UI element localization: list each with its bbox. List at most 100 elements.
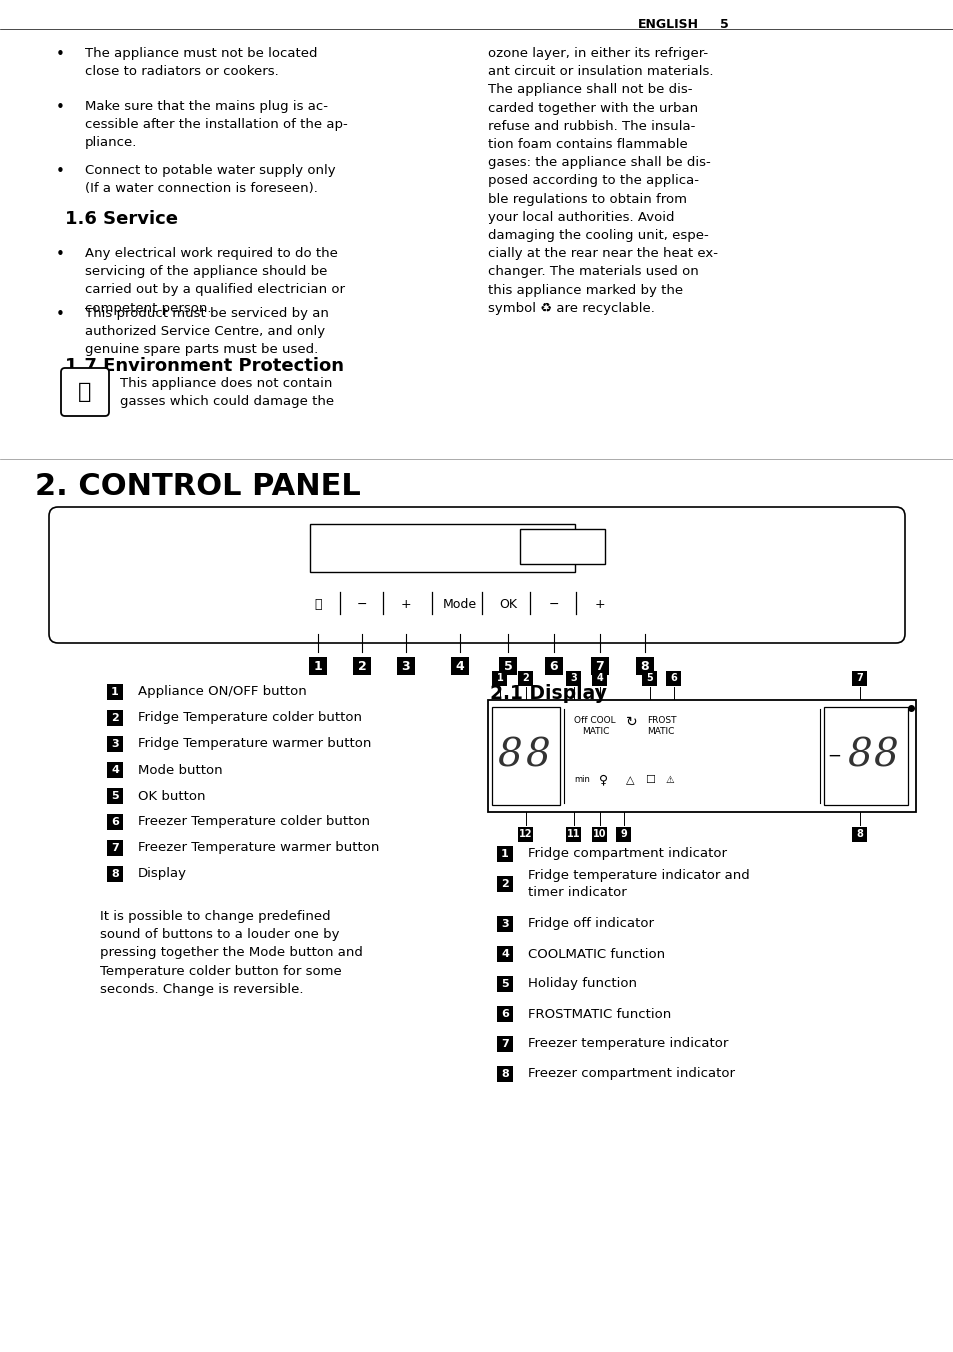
Text: −: −	[826, 748, 840, 765]
Text: OK button: OK button	[138, 790, 205, 803]
Text: 2: 2	[522, 673, 529, 683]
FancyBboxPatch shape	[497, 1036, 513, 1052]
FancyBboxPatch shape	[566, 826, 581, 841]
Text: Connect to potable water supply only
(If a water connection is foreseen).: Connect to potable water supply only (If…	[85, 164, 335, 195]
Bar	[519, 529, 604, 564]
Text: COOLMATIC function: COOLMATIC function	[527, 948, 664, 960]
Text: 1: 1	[314, 660, 322, 672]
FancyBboxPatch shape	[497, 946, 513, 963]
Text: 5: 5	[112, 791, 119, 800]
FancyBboxPatch shape	[396, 657, 415, 675]
Text: 2.1 Display: 2.1 Display	[490, 684, 606, 703]
FancyBboxPatch shape	[590, 657, 608, 675]
Text: ⚠: ⚠	[665, 775, 674, 786]
Text: •: •	[55, 307, 65, 322]
Text: Display: Display	[138, 868, 187, 880]
Bar	[310, 525, 575, 572]
Text: MATIC: MATIC	[646, 727, 674, 735]
Text: •: •	[55, 100, 65, 115]
Text: Freezer temperature indicator: Freezer temperature indicator	[527, 1037, 727, 1051]
Text: Off COOL: Off COOL	[574, 717, 615, 725]
FancyBboxPatch shape	[616, 826, 631, 841]
FancyBboxPatch shape	[451, 657, 469, 675]
Text: Fridge compartment indicator: Fridge compartment indicator	[527, 848, 726, 860]
Text: FROSTMATIC function: FROSTMATIC function	[527, 1007, 671, 1021]
Text: Mode: Mode	[442, 598, 476, 611]
Text: 8: 8	[500, 1069, 508, 1079]
Text: 3: 3	[401, 660, 410, 672]
Text: 2: 2	[500, 879, 508, 890]
FancyBboxPatch shape	[497, 976, 513, 992]
Text: Holiday function: Holiday function	[527, 977, 637, 991]
FancyBboxPatch shape	[107, 788, 123, 804]
Text: 5: 5	[720, 18, 728, 31]
FancyBboxPatch shape	[592, 826, 607, 841]
Text: 6: 6	[670, 673, 677, 683]
FancyBboxPatch shape	[852, 826, 866, 841]
FancyBboxPatch shape	[107, 710, 123, 726]
Text: ↻: ↻	[625, 715, 638, 729]
Text: ♀: ♀	[598, 773, 608, 787]
Text: ENGLISH: ENGLISH	[638, 18, 699, 31]
Text: 6: 6	[549, 660, 558, 672]
FancyBboxPatch shape	[497, 917, 513, 932]
Bar	[823, 707, 907, 804]
FancyBboxPatch shape	[107, 867, 123, 882]
Text: 🌿: 🌿	[78, 383, 91, 402]
FancyBboxPatch shape	[498, 657, 517, 675]
Bar	[488, 700, 915, 813]
FancyBboxPatch shape	[107, 840, 123, 856]
Text: •: •	[55, 247, 65, 262]
Text: 8: 8	[856, 829, 862, 840]
Text: 4: 4	[456, 660, 464, 672]
Text: 10: 10	[593, 829, 606, 840]
Text: 2: 2	[111, 713, 119, 723]
Text: ⓞ: ⓞ	[314, 598, 321, 611]
Text: •: •	[55, 47, 65, 62]
Text: Freezer Temperature colder button: Freezer Temperature colder button	[138, 815, 370, 829]
Text: FROST: FROST	[646, 717, 676, 725]
Text: 2: 2	[357, 660, 366, 672]
Text: 11: 11	[567, 829, 580, 840]
Text: 2. CONTROL PANEL: 2. CONTROL PANEL	[35, 472, 360, 502]
FancyBboxPatch shape	[497, 846, 513, 863]
Text: 7: 7	[856, 673, 862, 683]
Text: 1.7 Environment Protection: 1.7 Environment Protection	[65, 357, 344, 375]
FancyBboxPatch shape	[353, 657, 371, 675]
Text: Fridge Temperature colder button: Fridge Temperature colder button	[138, 711, 361, 725]
FancyBboxPatch shape	[492, 671, 507, 685]
Text: Appliance ON/OFF button: Appliance ON/OFF button	[138, 685, 307, 699]
FancyBboxPatch shape	[61, 368, 109, 416]
Text: min: min	[574, 776, 589, 784]
FancyBboxPatch shape	[518, 826, 533, 841]
Text: 4: 4	[111, 765, 119, 775]
Text: 3: 3	[112, 740, 119, 749]
Text: It is possible to change predefined
sound of buttons to a louder one by
pressing: It is possible to change predefined soun…	[100, 910, 362, 996]
Text: 8: 8	[640, 660, 649, 672]
Text: 1: 1	[500, 849, 508, 859]
Text: +: +	[400, 598, 411, 611]
FancyBboxPatch shape	[592, 671, 607, 685]
Text: ozone layer, in either its refriger-
ant circuit or insulation materials.
The ap: ozone layer, in either its refriger- ant…	[488, 47, 718, 315]
FancyBboxPatch shape	[641, 671, 657, 685]
Text: +: +	[594, 598, 604, 611]
Text: 1: 1	[111, 687, 119, 698]
FancyBboxPatch shape	[852, 671, 866, 685]
Text: −: −	[548, 598, 558, 611]
Text: 5: 5	[646, 673, 653, 683]
Text: △: △	[625, 775, 634, 786]
Text: 3: 3	[570, 673, 577, 683]
FancyBboxPatch shape	[566, 671, 581, 685]
FancyBboxPatch shape	[107, 763, 123, 777]
FancyBboxPatch shape	[107, 735, 123, 752]
Text: 7: 7	[111, 844, 119, 853]
FancyBboxPatch shape	[49, 507, 904, 644]
Text: 3: 3	[500, 919, 508, 929]
Text: This product must be serviced by an
authorized Service Centre, and only
genuine : This product must be serviced by an auth…	[85, 307, 329, 357]
Text: OK: OK	[498, 598, 517, 611]
Text: ☐: ☐	[644, 775, 655, 786]
Text: 4: 4	[596, 673, 602, 683]
Text: −: −	[356, 598, 367, 611]
Text: Any electrical work required to do the
servicing of the appliance should be
carr: Any electrical work required to do the s…	[85, 247, 345, 315]
Text: 9: 9	[620, 829, 627, 840]
